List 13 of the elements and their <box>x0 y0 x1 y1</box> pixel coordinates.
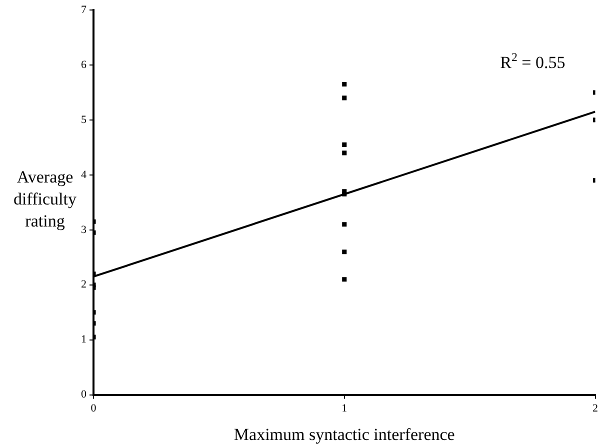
y-tick-label: 4 <box>81 168 87 181</box>
y-tick-label: 0 <box>81 388 87 401</box>
x-tick-label: 0 <box>90 402 97 414</box>
x-tick-label: 2 <box>592 402 598 414</box>
y-axis-title: Average difficulty rating <box>14 167 77 230</box>
y-tick-label: 7 <box>81 4 87 16</box>
y-tick-label: 5 <box>81 114 87 126</box>
x-axis-title: Maximum syntactic interference <box>234 425 455 444</box>
y-tick-label: 2 <box>81 278 86 291</box>
y-tick-label: 3 <box>81 224 87 236</box>
y-tick-label: 6 <box>81 58 87 71</box>
y-tick-label: 1 <box>81 334 86 346</box>
x-tick-label: 1 <box>342 402 348 414</box>
